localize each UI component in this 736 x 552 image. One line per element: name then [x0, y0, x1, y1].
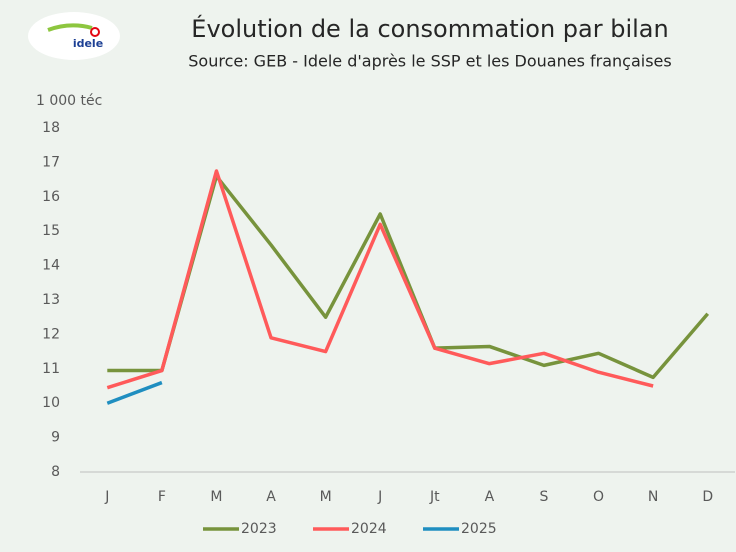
y-tick-label: 11: [42, 361, 60, 377]
y-tick-label: 12: [42, 326, 60, 342]
x-tick-label: M: [210, 489, 222, 505]
logo-dot: [90, 27, 100, 37]
y-tick-label: 9: [51, 430, 60, 446]
chart-title: Évolution de la consommation par bilan: [191, 14, 668, 43]
y-tick-label: 16: [42, 189, 60, 205]
y-tick-label: 17: [42, 154, 60, 170]
logo-swoosh: [47, 23, 93, 32]
x-tick-label: S: [540, 489, 549, 505]
chart-subtitle: Source: GEB - Idele d'après le SSP et le…: [188, 52, 671, 71]
x-tick-label: J: [377, 489, 382, 505]
y-tick-label: 10: [42, 395, 60, 411]
y-tick-label: 8: [51, 464, 60, 480]
x-tick-label: N: [648, 489, 658, 505]
y-tick-label: 15: [42, 223, 60, 239]
line-series: [106, 380, 163, 405]
logo-shape: [28, 12, 120, 60]
legend-label: 2025: [461, 521, 497, 537]
legend-label: 2024: [351, 521, 387, 537]
x-tick-label: D: [702, 489, 713, 505]
x-tick-label: A: [266, 489, 276, 505]
x-tick-label: Jt: [429, 489, 440, 505]
y-axis-label: 1 000 téc: [36, 93, 102, 109]
x-tick-label: J: [104, 489, 109, 505]
x-tick-label: F: [158, 489, 166, 505]
y-tick-label: 13: [42, 292, 60, 308]
x-tick-label: A: [485, 489, 495, 505]
y-tick-label: 14: [42, 258, 60, 274]
legend-label: 2023: [241, 521, 277, 537]
x-tick-label: O: [593, 489, 604, 505]
logo-text: idele: [73, 37, 103, 50]
x-tick-label: M: [320, 489, 332, 505]
y-tick-label: 18: [42, 120, 60, 136]
line-series: [106, 169, 654, 390]
logo: idele: [28, 12, 120, 60]
